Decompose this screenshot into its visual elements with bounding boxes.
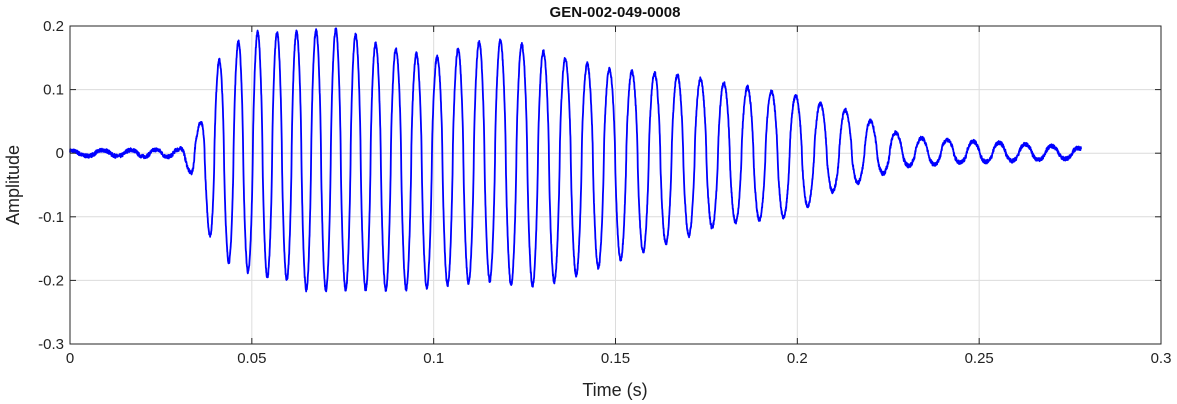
axis-ticks: 0 0.05 0.1 0.15 0.2 0.25 0.3 -0.3 -0.2 -0.1 0 0.1 0.… <box>38 18 1171 367</box>
plot-area <box>69 27 1082 293</box>
y-tick-label: 0.2 <box>43 18 64 35</box>
chart-title: GEN-002-049-0008 <box>550 4 681 21</box>
x-tick-label: 0.05 <box>237 350 266 367</box>
x-tick-label: 0.2 <box>787 350 808 367</box>
x-tick-label: 0.25 <box>965 350 994 367</box>
x-tick-label: 0.1 <box>423 350 444 367</box>
waveform-series-line <box>69 27 1082 293</box>
y-tick-label: -0.2 <box>38 272 64 289</box>
x-tick-label: 0.3 <box>1151 350 1172 367</box>
x-axis-label: Time (s) <box>582 380 647 400</box>
x-tick-label: 0 <box>66 350 74 367</box>
y-tick-label: 0 <box>56 145 64 162</box>
y-tick-label: -0.3 <box>38 336 64 353</box>
y-tick-label: 0.1 <box>43 82 64 99</box>
y-axis-label: Amplitude <box>3 145 23 225</box>
y-tick-label: -0.1 <box>38 209 64 226</box>
x-tick-label: 0.15 <box>601 350 630 367</box>
